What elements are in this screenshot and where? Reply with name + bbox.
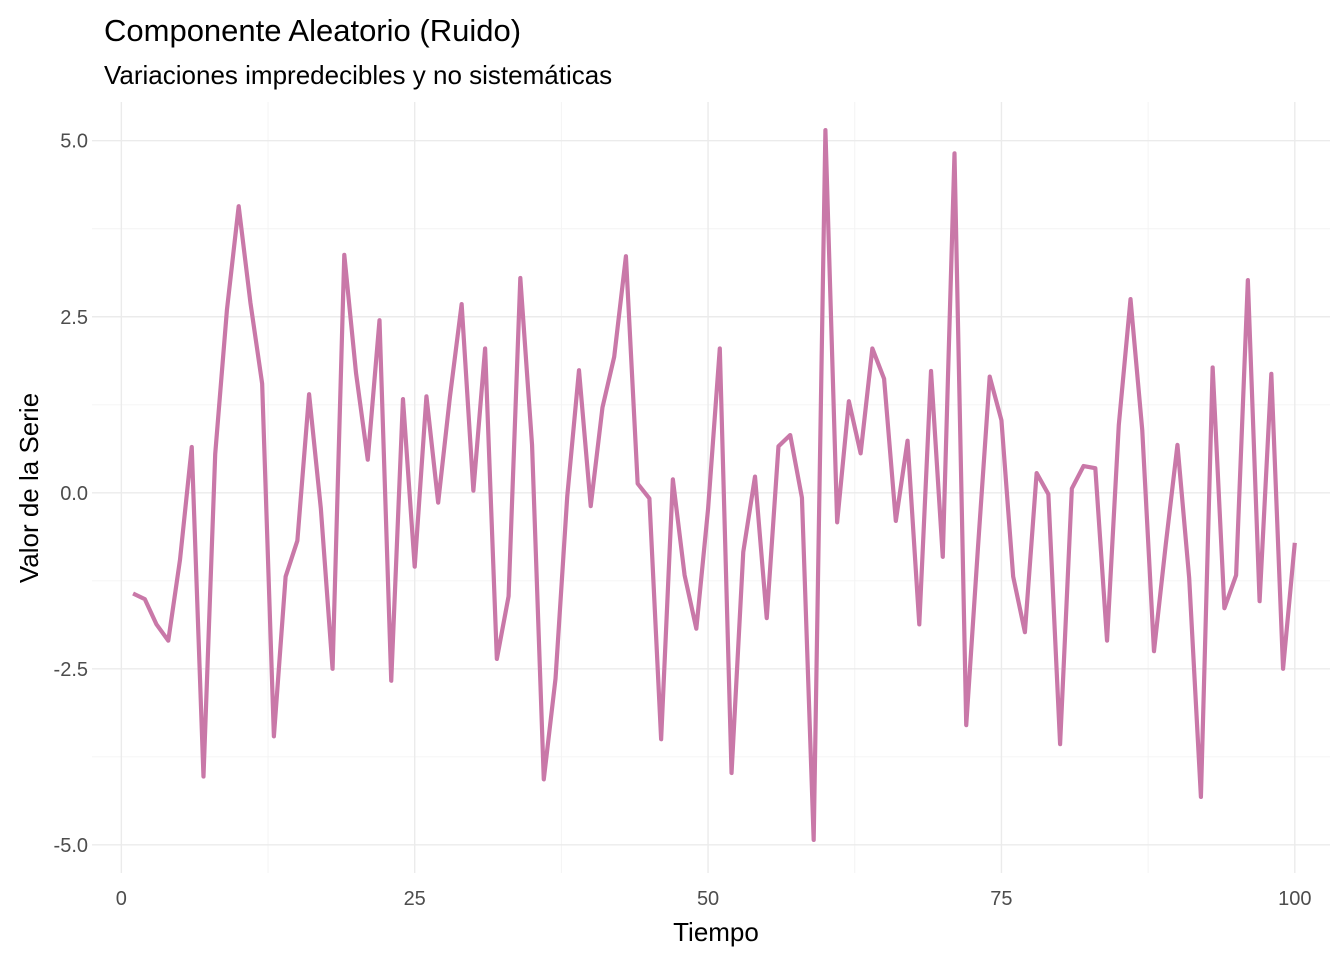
y-tick-label: 5.0 <box>60 131 88 153</box>
x-axis-tick-labels: 0 25 50 75 100 <box>116 888 1312 910</box>
y-tick-label: 2.5 <box>60 307 88 329</box>
minor-grid <box>92 102 1330 873</box>
chart-subtitle: Variaciones impredecibles y no sistemáti… <box>104 60 612 90</box>
series-layer <box>132 128 1297 843</box>
chart-title: Componente Aleatorio (Ruido) <box>104 13 521 48</box>
y-tick-label: -2.5 <box>54 659 88 681</box>
y-tick-label: -5.0 <box>54 835 88 857</box>
y-axis-title: Valor de la Serie <box>14 393 44 583</box>
x-tick-label: 75 <box>990 888 1012 910</box>
y-tick-label: 0.0 <box>60 483 88 505</box>
x-tick-label: 100 <box>1278 888 1311 910</box>
x-tick-label: 50 <box>697 888 719 910</box>
major-grid <box>92 102 1330 873</box>
y-axis-tick-labels: -5.0 -2.5 0.0 2.5 5.0 <box>54 131 88 857</box>
x-tick-label: 25 <box>404 888 426 910</box>
x-axis-title: Tiempo <box>673 917 759 947</box>
x-tick-label: 0 <box>116 888 127 910</box>
series-line <box>132 128 1297 843</box>
